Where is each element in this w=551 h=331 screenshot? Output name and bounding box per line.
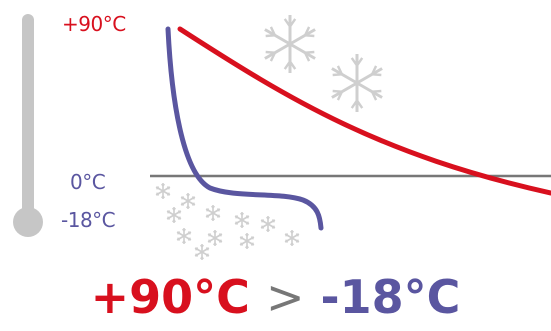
snowflake-icon: [208, 230, 222, 246]
snowflake-icon: [265, 15, 315, 73]
snowflake-icon: [285, 230, 299, 246]
snowflake-icon: [156, 183, 170, 199]
thermometer-icon: [13, 14, 43, 237]
snowflake-icon: [206, 205, 220, 221]
hot-cooling-curve: [180, 29, 551, 193]
top-temp-label: +90°C: [62, 12, 126, 36]
snowflake-icon: [181, 193, 195, 209]
headline-cold-temp: -18°C: [321, 270, 461, 324]
zero-temp-label: 0°C: [70, 170, 105, 194]
headline-operator: >: [266, 270, 305, 324]
headline: +90°C > -18°C: [0, 270, 551, 324]
snowflake-icon: [177, 228, 191, 244]
snowflake-icon: [167, 207, 181, 223]
thermometer-stem: [22, 14, 34, 216]
snowflake-icon: [195, 244, 209, 260]
headline-hot-temp: +90°C: [91, 270, 250, 324]
snowflake-icon: [240, 233, 254, 249]
snowflake-icon: [235, 212, 249, 228]
snowflake-icon: [332, 54, 382, 112]
low-temp-label: -18°C: [61, 208, 115, 232]
large-snowflakes: [265, 15, 382, 112]
snowflake-icon: [261, 216, 275, 232]
thermometer-bulb: [13, 207, 43, 237]
cold-cooling-curve: [168, 29, 321, 228]
